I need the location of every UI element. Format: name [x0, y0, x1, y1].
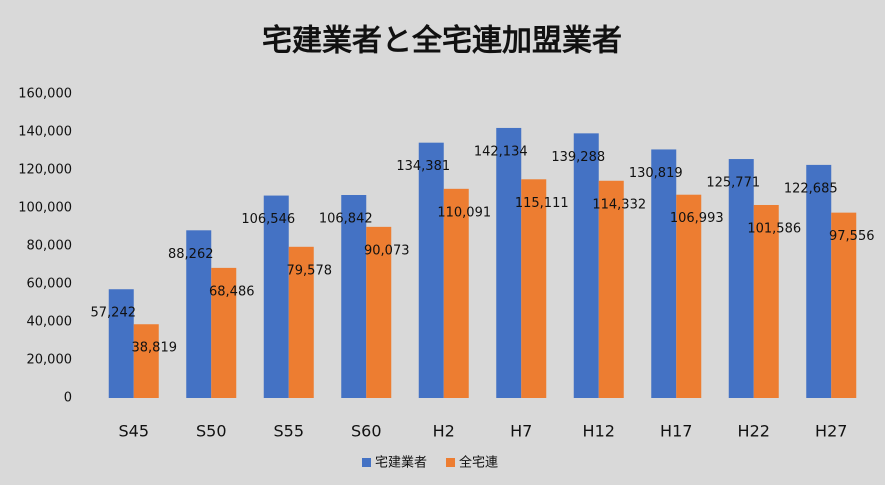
- data-label: 106,842: [319, 212, 373, 227]
- data-label: 106,993: [670, 211, 724, 226]
- y-tick-label: 100,000: [18, 201, 72, 216]
- x-tick-label: S55: [273, 422, 304, 441]
- legend-label: 全宅連: [459, 455, 498, 471]
- data-label: 68,486: [209, 284, 255, 299]
- data-label: 130,819: [629, 166, 683, 181]
- legend-swatch: [446, 458, 456, 467]
- chart-title: 宅建業者と全宅連加盟業者: [262, 24, 622, 59]
- bar: [263, 195, 289, 398]
- bar: [496, 127, 522, 398]
- bar: [728, 159, 754, 398]
- data-label: 97,556: [829, 229, 875, 244]
- x-tick-label: S45: [118, 422, 149, 441]
- data-label: 90,073: [364, 243, 410, 258]
- bar: [521, 179, 547, 398]
- bar: [806, 164, 832, 398]
- data-label: 122,685: [784, 181, 838, 196]
- legend-swatch: [362, 458, 371, 467]
- bar: [831, 212, 857, 398]
- bar: [341, 195, 367, 398]
- data-label: 142,134: [474, 144, 528, 159]
- data-label: 134,381: [396, 159, 450, 174]
- x-tick-label: H12: [583, 422, 615, 441]
- bar: [676, 194, 702, 398]
- data-label: 106,546: [241, 212, 295, 227]
- legend-label: 宅建業者: [375, 455, 427, 471]
- y-tick-label: 160,000: [18, 87, 72, 102]
- x-tick-label: S60: [351, 422, 382, 441]
- x-tick-label: H17: [660, 422, 692, 441]
- data-label: 110,091: [437, 205, 491, 220]
- y-tick-label: 120,000: [18, 163, 72, 178]
- data-label: 38,819: [132, 341, 178, 356]
- data-label: 125,771: [706, 176, 760, 191]
- data-label: 139,288: [551, 150, 605, 165]
- bar: [133, 324, 159, 398]
- data-label: 57,242: [91, 306, 137, 321]
- data-label: 114,332: [592, 197, 646, 212]
- data-label: 79,578: [287, 263, 333, 278]
- bar: [366, 226, 392, 398]
- data-label: 101,586: [747, 221, 801, 236]
- y-tick-label: 40,000: [27, 315, 73, 330]
- x-tick-label: H27: [815, 422, 847, 441]
- x-tick-label: H7: [510, 422, 532, 441]
- bar: [651, 149, 677, 398]
- y-tick-label: 20,000: [27, 353, 73, 368]
- bar: [753, 204, 779, 398]
- data-label: 88,262: [168, 247, 214, 262]
- y-tick-label: 0: [64, 391, 72, 406]
- bar: [443, 188, 469, 398]
- y-tick-label: 60,000: [27, 277, 73, 292]
- bar: [288, 246, 314, 398]
- x-tick-label: S50: [196, 422, 227, 441]
- bar: [108, 289, 134, 398]
- bar: [573, 133, 599, 399]
- x-tick-label: H2: [433, 422, 455, 441]
- bar: [186, 230, 212, 398]
- bar: [598, 180, 624, 398]
- data-label: 115,111: [515, 196, 569, 211]
- x-tick-label: H22: [738, 422, 770, 441]
- bar: [418, 142, 444, 398]
- y-tick-label: 140,000: [18, 125, 72, 140]
- y-tick-label: 80,000: [27, 239, 73, 254]
- bar: [211, 267, 237, 398]
